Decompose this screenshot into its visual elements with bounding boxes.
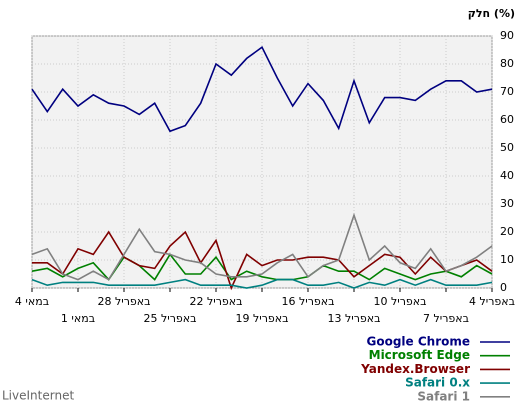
x-tick-label: 25 באפריל	[143, 312, 196, 325]
x-tick-label: 10 באפריל	[373, 295, 426, 308]
x-tick-label: 4 במאי	[15, 295, 49, 308]
legend-label: Safari 1	[417, 389, 470, 403]
y-tick-label: 70	[500, 85, 514, 98]
legend-label: Safari 0.x	[405, 376, 470, 390]
chart-title: חלק (%)	[468, 7, 515, 20]
legend-label: Google Chrome	[366, 335, 470, 349]
x-tick-label: 1 במאי	[61, 312, 95, 325]
series-line	[31, 45, 493, 133]
x-tick-label: 7 באפריל	[423, 312, 469, 325]
series-line	[32, 230, 493, 291]
legend-label: Yandex.Browser	[360, 362, 470, 376]
y-tick-label: 90	[500, 29, 514, 42]
x-tick-label: 28 באפריל	[97, 295, 150, 308]
x-tick-label: 22 באפריל	[189, 295, 242, 308]
legend-label: Microsoft Edge	[369, 348, 470, 362]
y-tick-label: 80	[500, 57, 514, 70]
series-line	[31, 212, 493, 281]
x-tick-label: 13 באפריל	[327, 312, 380, 325]
x-tick-label: 16 באפריל	[281, 295, 334, 308]
y-tick-label: 20	[500, 225, 514, 238]
series-line	[31, 278, 493, 289]
y-tick-label: 0	[500, 281, 507, 294]
y-tick-label: 30	[500, 197, 514, 210]
y-tick-label: 60	[500, 113, 514, 126]
x-tick-label: 4 באפריל	[469, 295, 515, 308]
y-tick-label: 10	[500, 253, 514, 266]
y-tick-label: 40	[500, 169, 514, 182]
x-tick-label: 19 באפריל	[235, 312, 288, 325]
y-tick-label: 50	[500, 141, 514, 154]
footer: LiveInternet	[2, 389, 74, 403]
